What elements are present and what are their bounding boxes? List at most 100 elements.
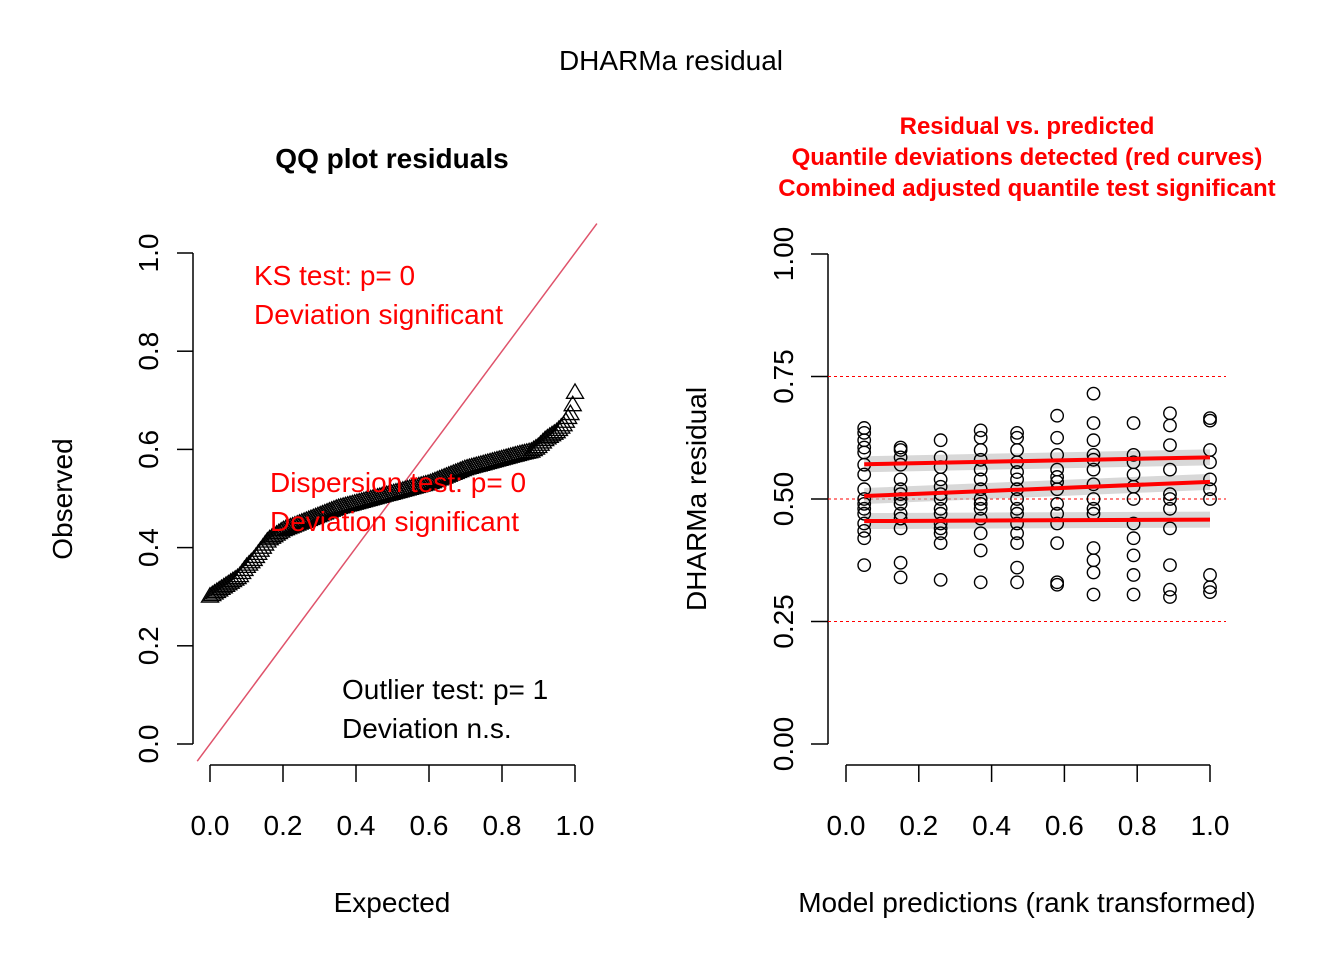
- rv-point: [857, 440, 872, 455]
- qq-x-tick-label: 0.6: [410, 810, 449, 841]
- rv-point: [1050, 496, 1065, 511]
- rv-point: [857, 523, 872, 538]
- qq-point: [326, 498, 346, 515]
- rv-title-line-1: Residual vs. predicted: [900, 113, 1155, 140]
- rv-quantile-line: [864, 455, 1211, 467]
- rv-point: [1086, 433, 1101, 448]
- qq-y-tick-label: 0.2: [133, 626, 164, 665]
- qq-x-tick-label: 0.4: [337, 810, 376, 841]
- rv-y-tick-label: 1.00: [768, 227, 799, 282]
- rv-axes: 0.00 0.25 0.50 0.75 1.00 0.0 0.2 0.4 0.6 0.8 1.0: [768, 227, 1229, 841]
- rv-point: [1203, 443, 1217, 457]
- rv-point: [1086, 541, 1101, 555]
- qq-annotation-text: Deviation significant: [254, 299, 503, 330]
- rv-point: [1050, 575, 1065, 590]
- rv-point: [857, 531, 872, 546]
- rv-point: [1050, 516, 1065, 531]
- rv-point: [1050, 536, 1065, 550]
- rv-point: [1126, 587, 1141, 602]
- qq-annotation-text: KS test: p= 0: [254, 260, 415, 291]
- qq-point: [526, 438, 546, 455]
- qq-annotations: KS test: p= 0 Deviation significant Disper…: [254, 260, 548, 744]
- qq-y-tick-label: 0.4: [133, 528, 164, 567]
- rv-point: [1010, 425, 1024, 440]
- qq-point: [324, 499, 344, 516]
- rv-point: [1086, 492, 1101, 506]
- rv-x-tick-label: 1.0: [1191, 810, 1230, 841]
- qq-point: [565, 382, 585, 399]
- rv-point: [857, 433, 872, 448]
- rv-point: [1126, 416, 1141, 430]
- rv-point: [1126, 531, 1141, 546]
- rv-point: [857, 496, 872, 511]
- rv-point: [857, 501, 872, 516]
- rv-point: [1010, 560, 1024, 575]
- rv-point: [1163, 582, 1177, 597]
- rv-x-tick-label: 0.0: [827, 810, 866, 841]
- rv-x-tick-label: 0.2: [899, 810, 938, 841]
- qq-plot-area: [196, 223, 598, 762]
- rv-point: [933, 536, 948, 550]
- rv-point: [893, 511, 908, 526]
- rv-point: [1203, 472, 1217, 487]
- qq-point: [241, 552, 262, 569]
- qq-plot-title: QQ plot residuals: [275, 143, 508, 174]
- rv-point: [1050, 430, 1065, 445]
- qq-x-tick-label: 0.8: [483, 810, 522, 841]
- rv-point: [1010, 472, 1024, 487]
- rv-point: [1163, 462, 1177, 477]
- rv-y-tick-label: 0.50: [768, 472, 799, 527]
- qq-point: [544, 423, 565, 440]
- rv-point: [1163, 487, 1177, 501]
- rv-point: [893, 496, 908, 511]
- rv-point: [1010, 492, 1024, 506]
- qq-annotation-text: Dispersion test: p= 0: [270, 467, 526, 498]
- rv-point: [1050, 408, 1065, 423]
- qq-point: [551, 417, 571, 434]
- rv-point: [1163, 521, 1177, 536]
- figure-title: DHARMa residual: [559, 45, 783, 76]
- qq-point: [537, 428, 558, 445]
- qq-y-tick-label: 1.0: [133, 234, 164, 273]
- qq-x-tick-label: 1.0: [556, 810, 595, 841]
- rv-point: [1010, 516, 1024, 531]
- rv-y-tick-label: 0.75: [768, 349, 799, 404]
- rv-point: [1010, 465, 1024, 479]
- rv-point: [1086, 553, 1101, 568]
- rv-x-tick-label: 0.6: [1045, 810, 1084, 841]
- qq-point: [535, 429, 555, 447]
- rv-point: [1163, 590, 1177, 604]
- rv-point: [1086, 416, 1101, 430]
- qq-y-axis-label: Observed: [47, 438, 78, 559]
- rv-title-line-3: Combined adjusted quantile test signific…: [778, 175, 1275, 202]
- rv-point: [1126, 548, 1141, 563]
- rv-point: [1050, 470, 1065, 484]
- qq-annotation-text: Deviation n.s.: [342, 713, 512, 744]
- rv-point: [933, 516, 948, 531]
- rv-point: [1010, 501, 1024, 516]
- qq-point: [563, 395, 583, 412]
- rv-point: [893, 472, 908, 487]
- rv-point: [857, 492, 872, 506]
- qq-point: [266, 524, 287, 541]
- residual-vs-predicted-panel: Residual vs. predicted Quantile deviatio…: [681, 113, 1276, 918]
- rv-point: [973, 543, 988, 558]
- rv-point: [1010, 430, 1024, 445]
- rv-y-tick-label: 0.25: [768, 594, 799, 649]
- rv-point: [1086, 462, 1101, 477]
- qq-point: [218, 574, 239, 591]
- rv-point: [1086, 565, 1101, 580]
- rv-point: [1163, 492, 1177, 506]
- rv-point: [893, 440, 908, 455]
- rv-point: [973, 575, 988, 590]
- rv-point: [1163, 558, 1177, 573]
- rv-point: [1203, 411, 1217, 426]
- rv-point: [973, 472, 988, 487]
- qq-point: [455, 459, 475, 476]
- rv-point: [973, 496, 988, 511]
- rv-point: [1126, 516, 1141, 531]
- qq-y-tick-label: 0.8: [133, 332, 164, 371]
- rv-point: [1086, 386, 1101, 401]
- rv-point: [1203, 492, 1217, 506]
